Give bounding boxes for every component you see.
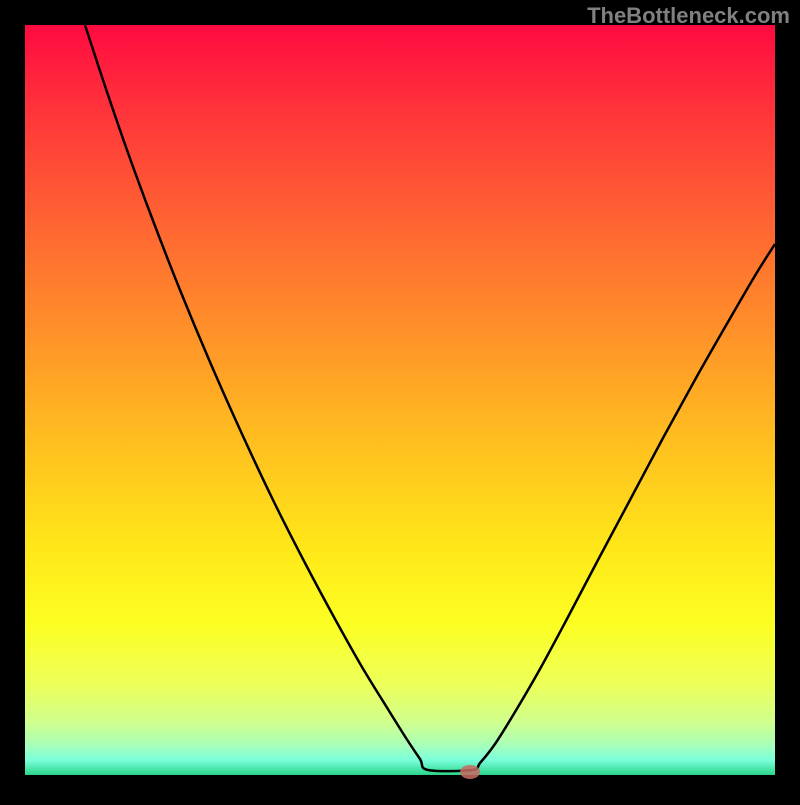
optimal-point-marker bbox=[460, 765, 480, 779]
watermark-text: TheBottleneck.com bbox=[587, 3, 790, 29]
chart-plot-background bbox=[25, 25, 775, 775]
bottleneck-chart bbox=[0, 0, 800, 800]
chart-container bbox=[0, 0, 800, 800]
